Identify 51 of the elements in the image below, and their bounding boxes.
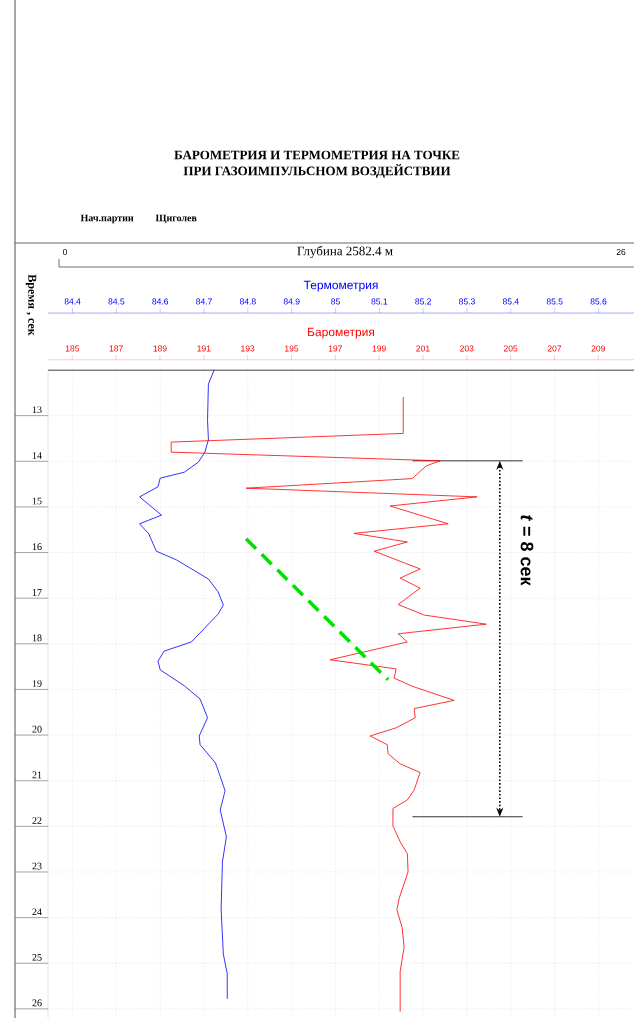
chart-title: БАРОМЕТРИЯ И ТЕРМОМЕТРИЯ НА ТОЧКЕ	[174, 150, 460, 160]
x2-tick-label: 207	[547, 345, 562, 352]
x-tick-label: 84.4	[64, 298, 81, 305]
x2-tick-label: 187	[109, 345, 123, 352]
y-tick-label: 26	[32, 999, 42, 1007]
y-tick-label: 15	[32, 497, 42, 505]
y-tick-label: 22	[32, 817, 42, 824]
y-tick-label: 20	[32, 725, 42, 733]
x-tick-label: 85.2	[415, 298, 432, 305]
x-tick-label: 85.5	[546, 298, 563, 305]
x2-tick-label: 185	[65, 345, 80, 352]
y-tick-label: 13	[32, 406, 42, 414]
chart-subtitle: ПРИ ГАЗОИМПУЛЬСНОМ ВОЗДЕЙСТВИИ	[183, 164, 451, 178]
x-axis-title: Термометрия	[303, 280, 378, 292]
x-tick-label: 84.7	[196, 298, 212, 305]
x2-tick-label: 197	[328, 345, 342, 352]
x2-tick-label: 193	[241, 345, 255, 352]
x-tick-label: 85	[331, 298, 340, 305]
y-tick-label: 19	[32, 680, 42, 687]
x2-tick-label: 205	[503, 345, 518, 352]
y-tick-label: 23	[32, 862, 42, 870]
y-axis-title: Время , сек	[25, 274, 37, 336]
annotation: t = 8 сек	[520, 515, 534, 586]
x-tick-label: 84.9	[283, 298, 300, 305]
x2-tick-label: 195	[285, 345, 299, 352]
x-tick-label: 84.8	[239, 298, 256, 305]
x2-tick-label: 191	[197, 345, 211, 352]
x-tick-label: 85.4	[502, 298, 519, 305]
y-tick-label: 16	[32, 543, 42, 550]
text: Щиголев	[155, 214, 197, 224]
y-tick-label: 18	[32, 634, 42, 642]
text: Глубина 2582.4 м	[297, 245, 393, 259]
x-tick-label: 85.6	[590, 298, 607, 305]
text: 0	[62, 249, 68, 255]
y-tick-label: 25	[32, 953, 42, 961]
x-tick-label: 85.1	[371, 298, 388, 305]
y-tick-label: 14	[32, 452, 42, 459]
x-tick-label: 84.5	[108, 298, 125, 305]
x-tick-label: 84.6	[152, 298, 169, 305]
x2-tick-label: 209	[591, 345, 605, 352]
y-tick-label: 21	[32, 771, 42, 779]
x2-tick-label: 203	[460, 345, 474, 352]
y-tick-label: 24	[32, 908, 42, 916]
x2-tick-label: 199	[372, 345, 386, 352]
text: 26	[616, 249, 626, 255]
x2-axis-title: Барометрия	[308, 327, 375, 339]
x2-tick-label: 201	[416, 345, 430, 352]
y-tick-label: 17	[32, 589, 42, 596]
x-tick-label: 85.3	[459, 298, 475, 305]
text: Нач.партии	[80, 214, 134, 224]
x2-tick-label: 189	[153, 345, 167, 352]
